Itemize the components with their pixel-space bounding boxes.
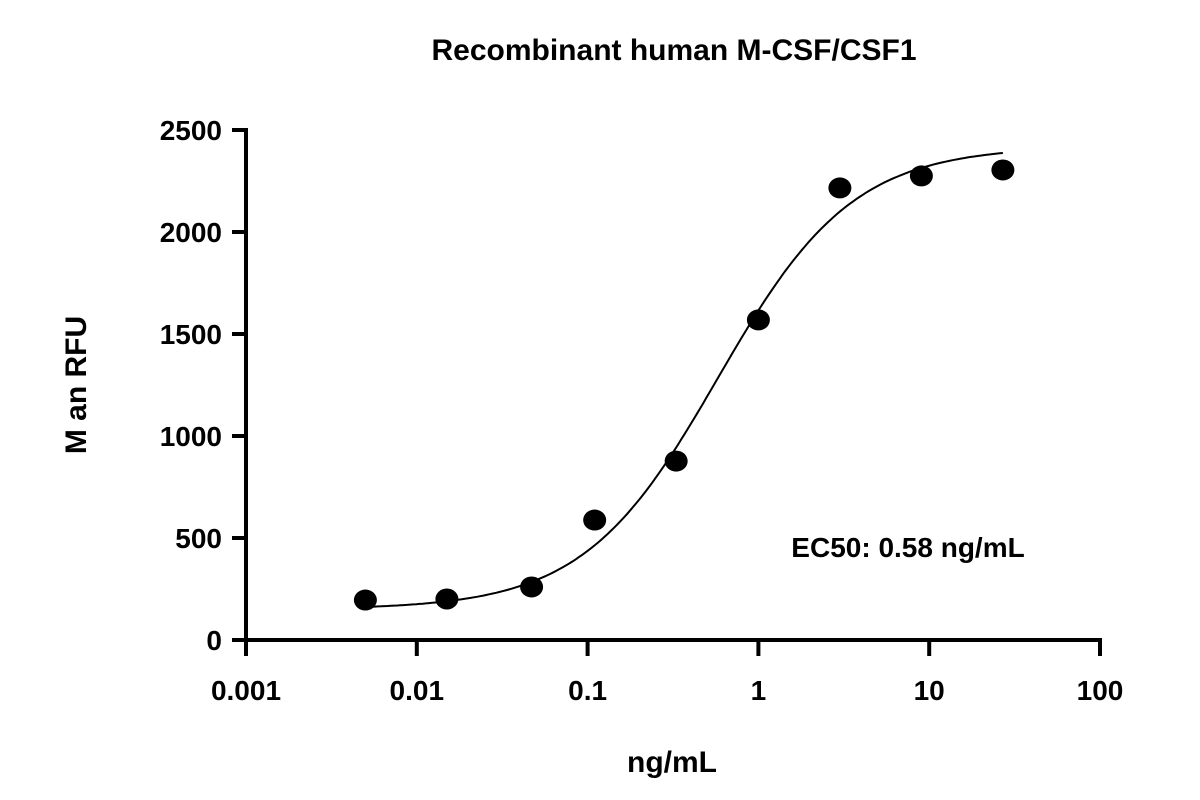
x-tick-label: 100: [1077, 675, 1124, 706]
data-point: [520, 576, 544, 598]
x-tick-label: 0.1: [568, 675, 607, 706]
x-tick-label: 0.01: [390, 675, 445, 706]
fit-curve: [365, 152, 1003, 608]
data-point: [353, 589, 377, 611]
data-point: [909, 165, 933, 187]
x-tick-label: 1: [751, 675, 767, 706]
y-tick-label: 2000: [160, 217, 222, 248]
y-tick-label: 2500: [160, 115, 222, 146]
data-point: [746, 309, 770, 331]
y-tick-label: 500: [175, 523, 222, 554]
y-tick-label: 1500: [160, 319, 222, 350]
data-point: [664, 450, 688, 472]
x-tick-label: 0.001: [211, 675, 281, 706]
ec50-annotation: EC50: 0.58 ng/mL: [791, 532, 1024, 563]
y-tick-label: 0: [206, 625, 222, 656]
y-tick-label: 1000: [160, 421, 222, 452]
data-point: [991, 159, 1015, 181]
x-tick-label: 10: [914, 675, 945, 706]
data-point: [583, 509, 607, 531]
data-point: [435, 588, 459, 610]
x-axis-label: ng/mL: [627, 746, 717, 779]
chart-title: Recombinant human M-CSF/CSF1: [431, 34, 916, 67]
data-point: [828, 177, 852, 199]
y-axis-label: M an RFU: [60, 316, 93, 454]
